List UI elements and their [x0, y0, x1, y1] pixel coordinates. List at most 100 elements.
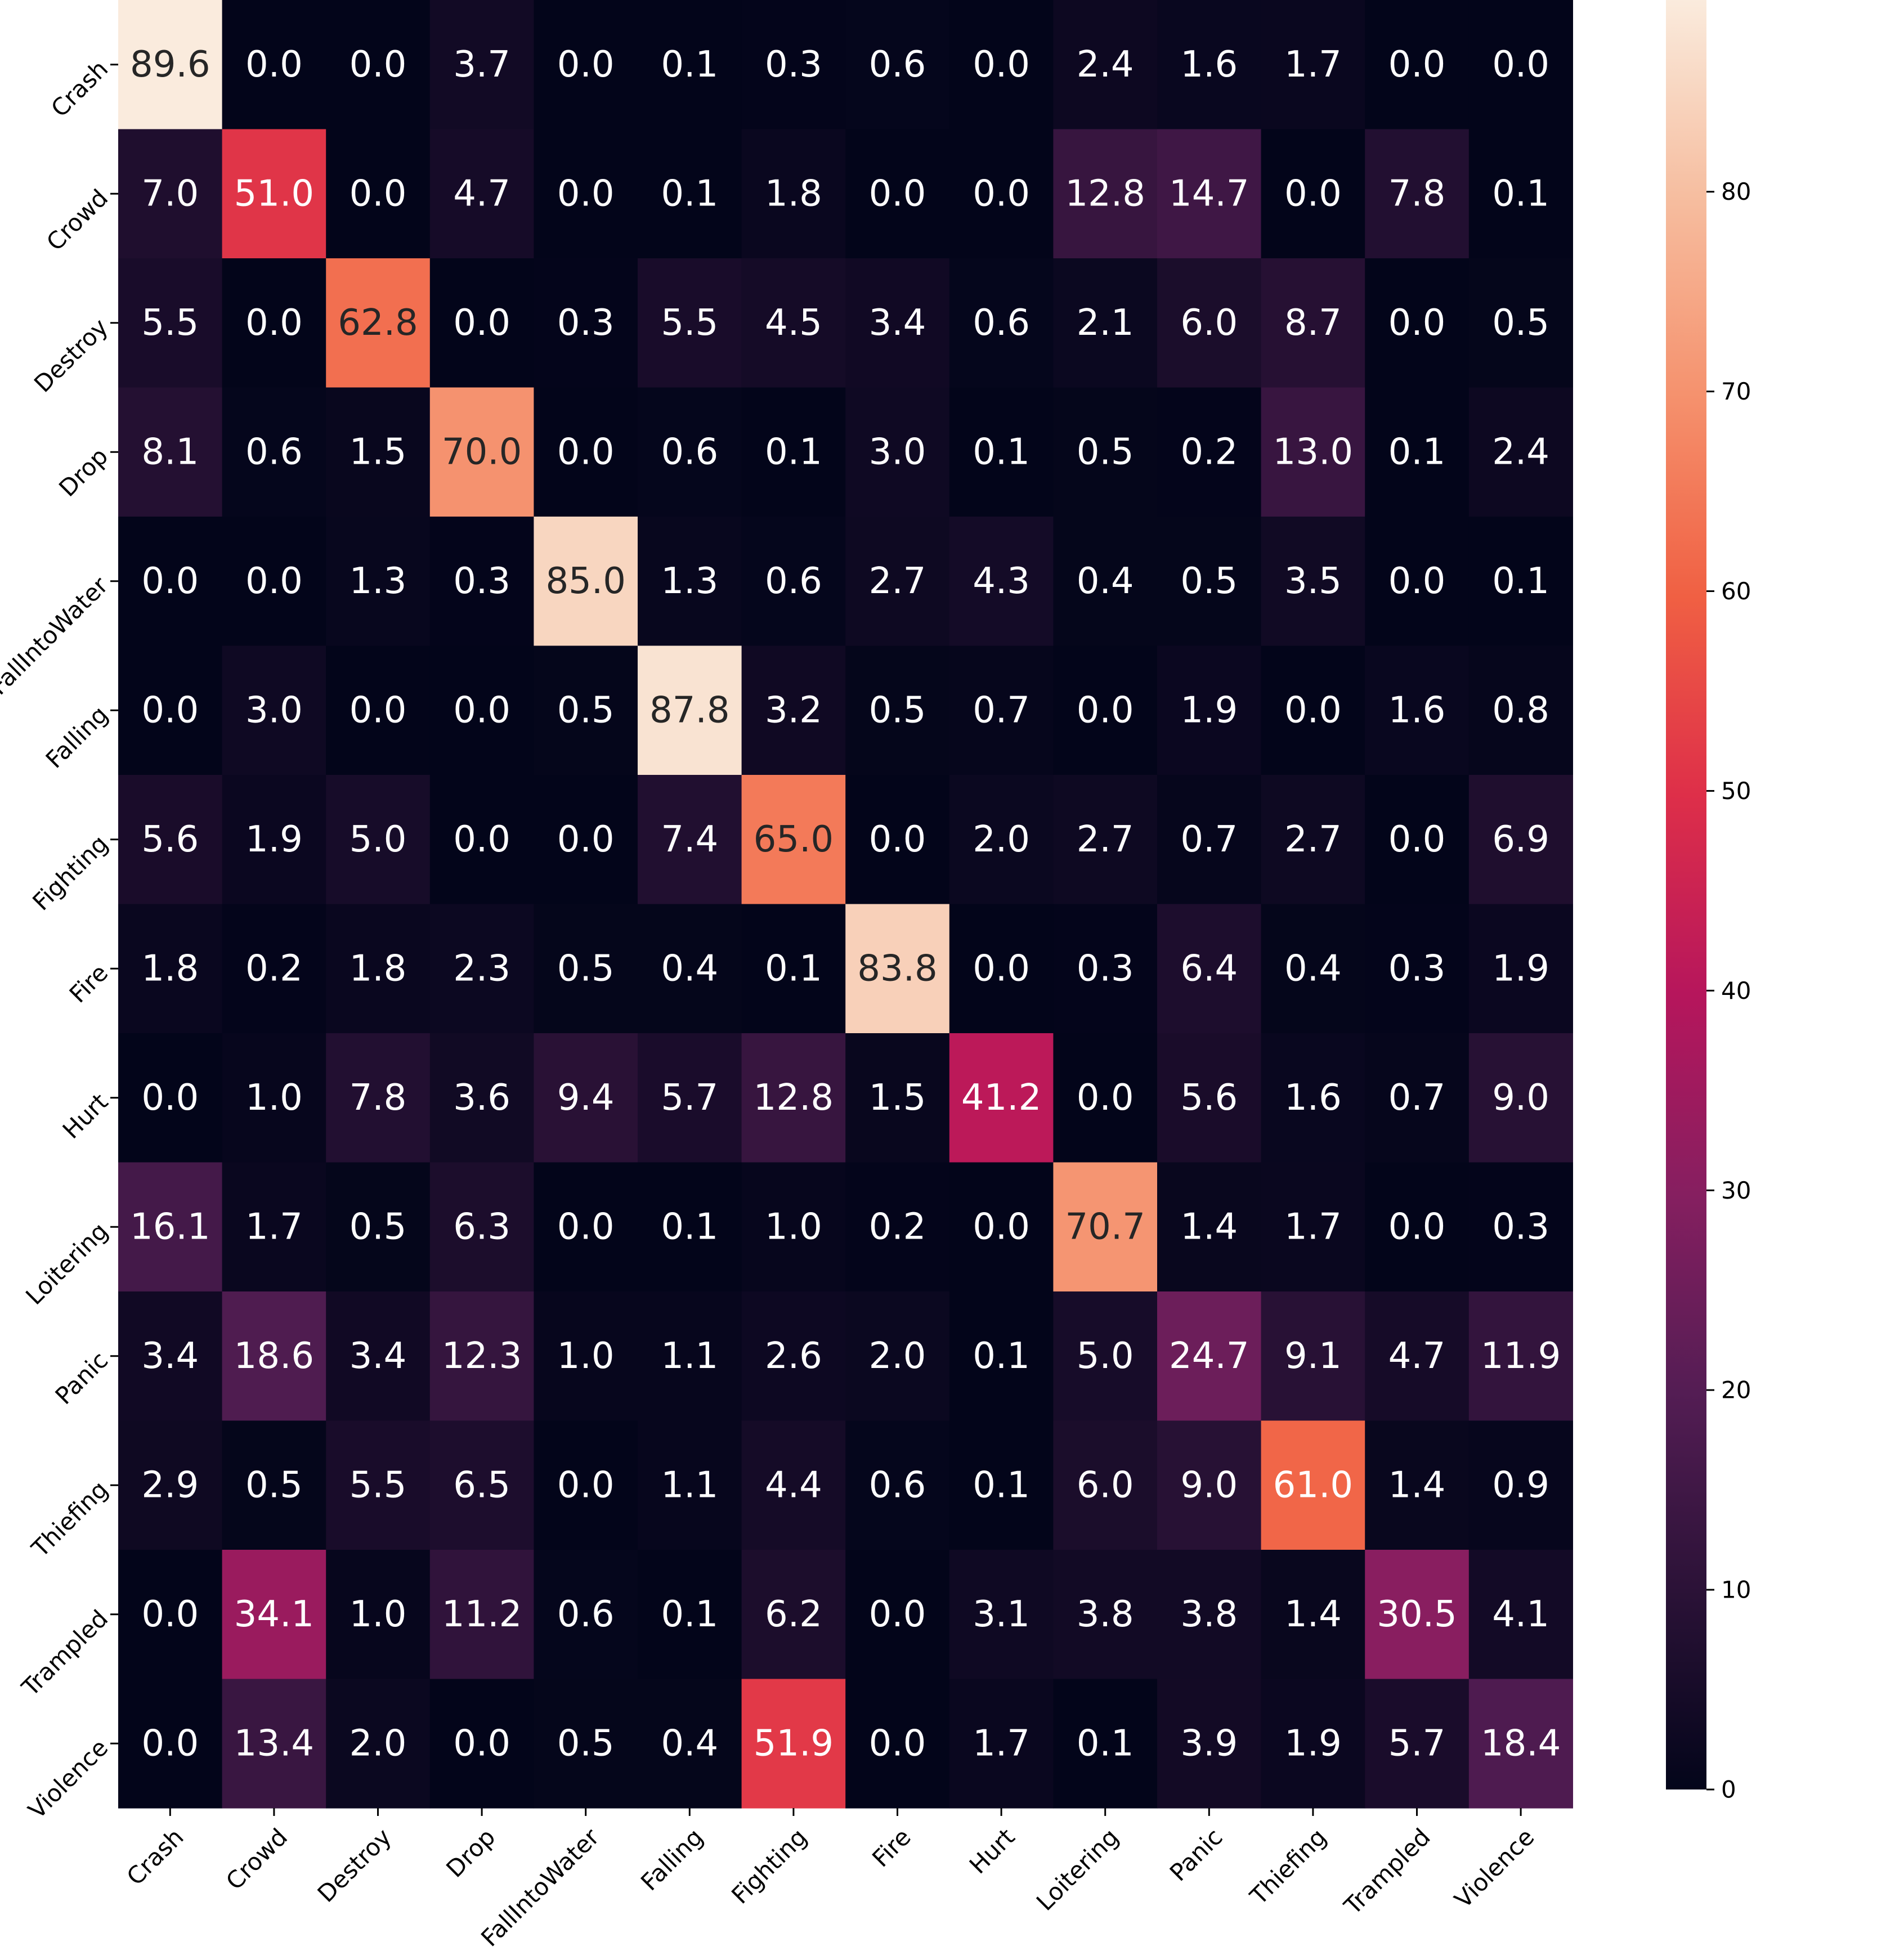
cell-value-label: 0.0	[1284, 173, 1342, 214]
cell-value-label: 12.8	[754, 1077, 834, 1119]
heatmap-cell	[118, 129, 223, 259]
cell-value-label: 5.0	[1077, 1335, 1134, 1377]
heatmap-cell	[1053, 1291, 1158, 1421]
cell-value-label: 6.0	[1180, 302, 1238, 344]
heatmap-cell	[326, 904, 431, 1034]
cell-value-label: 0.0	[1388, 560, 1446, 602]
cell-value-label: 0.7	[973, 689, 1030, 731]
cell-value-label: 0.4	[661, 948, 718, 989]
heatmap-cell	[429, 904, 534, 1034]
cell-value-label: 4.5	[765, 302, 822, 344]
heatmap-cell	[429, 129, 534, 259]
heatmap-cell	[845, 1679, 950, 1809]
cell-value-label: 6.0	[1077, 1464, 1134, 1506]
heatmap-cell	[638, 1550, 742, 1680]
cell-value-label: 0.0	[141, 1594, 199, 1635]
cell-value-label: 24.7	[1169, 1335, 1249, 1377]
heatmap-cell	[1468, 517, 1573, 647]
x-tick-label: Crash	[122, 1823, 189, 1891]
heatmap-cell	[638, 1291, 742, 1421]
heatmap-cell	[1261, 775, 1365, 905]
heatmap-cell	[638, 645, 742, 775]
colorbar-tick-label: 80	[1721, 178, 1751, 205]
cell-value-label: 0.5	[1492, 302, 1549, 344]
heatmap-cell	[222, 1679, 326, 1809]
colorbar-tick-label: 10	[1721, 1576, 1751, 1604]
x-tick-label: Falling	[635, 1823, 709, 1896]
cell-value-label: 0.0	[1388, 819, 1446, 860]
cell-value-label: 5.5	[141, 302, 199, 344]
cell-value-label: 0.3	[1077, 948, 1134, 989]
cell-value-label: 7.8	[1388, 173, 1446, 214]
cell-value-label: 0.0	[141, 1077, 199, 1119]
heatmap-cell	[1157, 904, 1262, 1034]
cell-value-label: 0.0	[869, 173, 926, 214]
heatmap-cell	[326, 517, 431, 647]
cell-value-label: 62.8	[338, 302, 418, 344]
heatmap-cell	[1365, 1550, 1470, 1680]
heatmap-cell	[222, 1162, 326, 1292]
heatmap-cell	[1468, 129, 1573, 259]
heatmap-cell	[222, 1550, 326, 1680]
cell-value-label: 13.0	[1273, 431, 1354, 473]
cell-value-label: 0.0	[1388, 1206, 1446, 1248]
heatmap-cell	[1053, 258, 1158, 388]
heatmap-cell	[118, 387, 223, 517]
cell-value-label: 3.4	[141, 1335, 199, 1377]
colorbar-tick-label: 20	[1721, 1376, 1751, 1404]
cell-value-label: 0.5	[557, 948, 615, 989]
cell-value-label: 5.7	[661, 1077, 718, 1119]
cell-value-label: 89.6	[130, 44, 210, 86]
cell-value-label: 0.0	[1388, 302, 1446, 344]
heatmap-cell	[118, 645, 223, 775]
heatmap-cell	[638, 387, 742, 517]
heatmap-cell	[326, 1291, 431, 1421]
heatmap-cell	[1365, 645, 1470, 775]
cell-value-label: 0.0	[557, 173, 615, 214]
heatmap-cell	[1468, 1550, 1573, 1680]
cell-value-label: 0.5	[1077, 431, 1134, 473]
cell-value-label: 0.0	[453, 302, 510, 344]
colorbar-tick-label: 50	[1721, 777, 1751, 805]
cell-value-label: 3.2	[765, 689, 822, 731]
heatmap-cell	[741, 0, 846, 130]
heatmap-cell	[1053, 1550, 1158, 1680]
cell-value-label: 1.9	[1180, 689, 1238, 731]
cell-value-label: 1.6	[1284, 1077, 1342, 1119]
x-tick-label: Crowd	[221, 1823, 293, 1895]
heatmap-cell	[222, 0, 326, 130]
heatmap-cell	[741, 517, 846, 647]
cell-value-label: 1.6	[1180, 44, 1238, 86]
heatmap-cell	[741, 1291, 846, 1421]
cell-value-label: 0.0	[557, 431, 615, 473]
heatmap-cell	[949, 0, 1054, 130]
cell-value-label: 4.7	[1388, 1335, 1446, 1377]
cell-value-label: 2.4	[1492, 431, 1549, 473]
cell-value-label: 0.0	[141, 1723, 199, 1764]
heatmap-cell	[326, 129, 431, 259]
x-tick-label: Fire	[867, 1823, 916, 1873]
cell-value-label: 11.2	[442, 1594, 522, 1635]
heatmap-cell	[1468, 387, 1573, 517]
heatmap-cell	[1365, 1679, 1470, 1809]
heatmap-cell	[534, 1162, 638, 1292]
cell-value-label: 18.6	[234, 1335, 315, 1377]
cell-value-label: 3.7	[453, 44, 510, 86]
heatmap-cell	[638, 904, 742, 1034]
heatmap-cell	[429, 0, 534, 130]
cell-value-label: 5.6	[1180, 1077, 1238, 1119]
cell-value-label: 0.2	[869, 1206, 926, 1248]
cell-value-label: 0.1	[661, 44, 718, 86]
heatmap-cell	[1053, 1420, 1158, 1550]
cell-value-label: 3.5	[1284, 560, 1342, 602]
cell-value-label: 0.0	[1077, 1077, 1134, 1119]
heatmap-cell	[1261, 258, 1365, 388]
cell-value-label: 4.3	[973, 560, 1030, 602]
x-tick-label: Drop	[441, 1823, 500, 1883]
heatmap-cell	[1053, 129, 1158, 259]
heatmap-cell	[949, 1679, 1054, 1809]
heatmap-cell	[429, 1420, 534, 1550]
cell-value-label: 2.7	[1077, 819, 1134, 860]
heatmap-cell	[845, 258, 950, 388]
